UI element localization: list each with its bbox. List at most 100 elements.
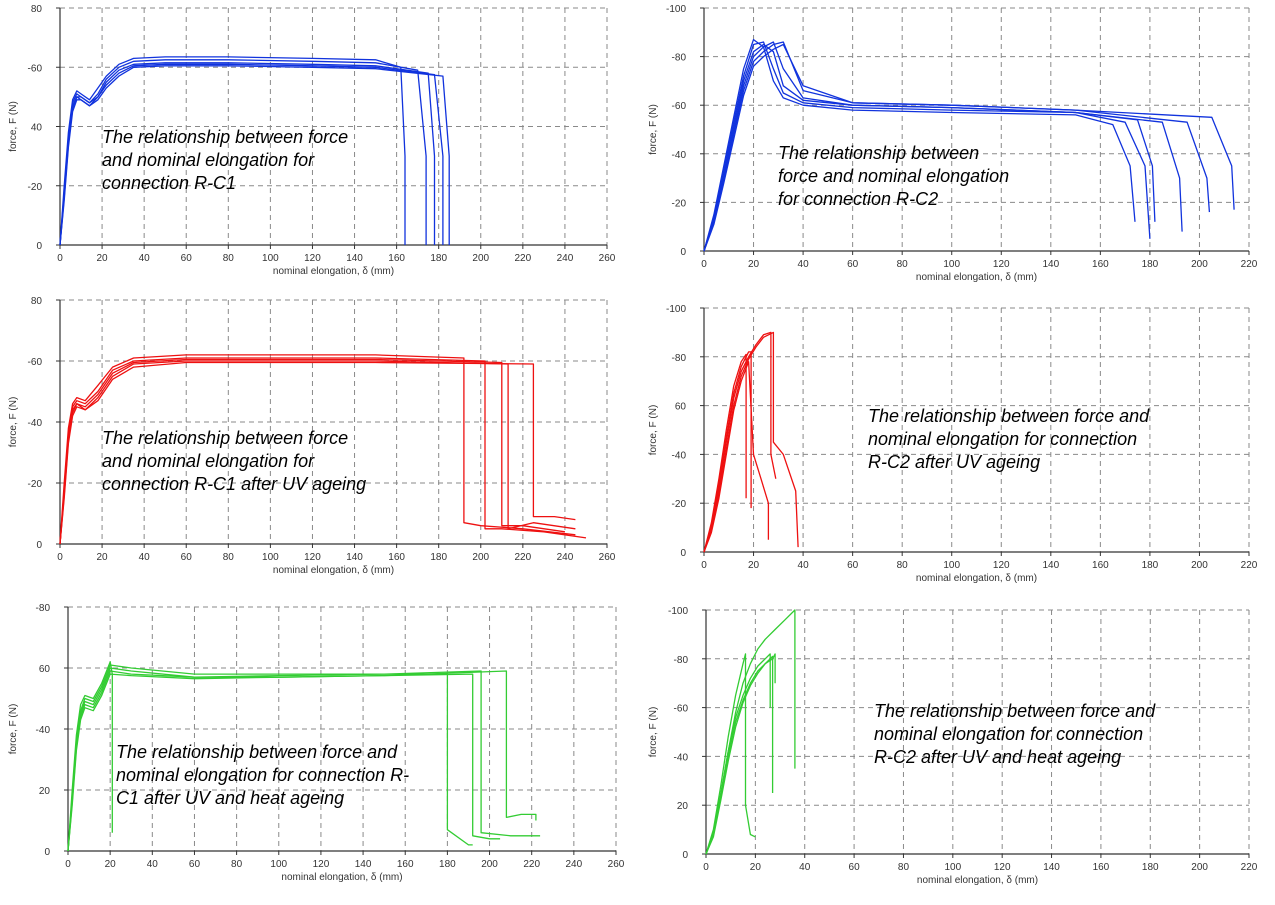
y-tick-label: 20 [677, 801, 689, 812]
x-tick-label: 120 [993, 259, 1010, 270]
y-axis-label: force, F (N) [648, 405, 659, 456]
series-line [705, 653, 776, 855]
x-tick-label: 160 [1093, 862, 1110, 873]
x-tick-label: 100 [944, 862, 961, 873]
x-tick-label: 140 [346, 253, 363, 264]
y-tick-label: -60 [28, 357, 43, 368]
x-axis-label: nominal elongation, δ (mm) [273, 266, 394, 277]
x-tick-label: 100 [943, 259, 960, 270]
x-tick-label: 260 [608, 859, 625, 870]
y-tick-label: -20 [672, 198, 687, 209]
x-tick-label: 200 [472, 253, 489, 264]
series-line [703, 43, 1235, 252]
x-tick-label: 240 [557, 253, 574, 264]
chart-panel-rc2-uv: 0 20 40 60 80 100 120 140 160 180 200 220 0 -20 -40 60 -… [640, 298, 1270, 598]
y-tick-label: -80 [36, 603, 51, 614]
chart-svg: 0 20 40 60 80 100 120 140 160 180 200 220 240 260 0 20 -… [8, 603, 625, 883]
chart-caption: The relationship between force and nomin… [778, 143, 1010, 209]
y-tick-label: 20 [39, 786, 51, 797]
x-tick-label: 140 [346, 552, 363, 563]
x-axis-label: nominal elongation, δ (mm) [273, 565, 394, 576]
y-axis-label: force, F (N) [8, 101, 19, 152]
y-tick-label: -40 [672, 450, 687, 461]
y-tick-label: -40 [672, 150, 687, 161]
chart-caption: The relationship between force and nomin… [102, 428, 367, 494]
y-tick-label: -40 [28, 418, 43, 429]
x-tick-label: 60 [847, 259, 859, 270]
x-tick-label: 100 [262, 253, 279, 264]
x-tick-label: 20 [748, 259, 760, 270]
x-tick-label: 260 [599, 552, 616, 563]
y-tick-label: -20 [28, 182, 43, 193]
chart-caption: The relationship between force and nomin… [874, 701, 1156, 767]
x-tick-label: 180 [430, 253, 447, 264]
y-tick-label: -60 [28, 63, 43, 74]
x-tick-label: 200 [481, 859, 498, 870]
x-tick-label: 80 [223, 552, 235, 563]
x-tick-label: 200 [472, 552, 489, 563]
x-tick-label: 160 [388, 552, 405, 563]
y-tick-label: 40 [31, 123, 43, 134]
chart-panel-rc1-uv: 0 20 40 60 80 100 120 140 160 180 200 220 240 260 0 -20… [0, 292, 620, 592]
x-tick-label: 220 [1241, 259, 1258, 270]
y-tick-label: 0 [36, 540, 42, 551]
y-tick-label: -100 [666, 304, 686, 315]
x-tick-label: 180 [1142, 862, 1159, 873]
y-tick-label: -60 [674, 704, 689, 715]
y-tick-label: 0 [680, 548, 686, 559]
y-tick-label: 0 [682, 850, 688, 861]
y-tick-label: 0 [44, 847, 50, 858]
x-tick-label: 160 [397, 859, 414, 870]
x-tick-label: 40 [798, 259, 810, 270]
x-tick-label: 40 [139, 552, 151, 563]
x-tick-label: 220 [1241, 862, 1258, 873]
x-tick-label: 100 [262, 552, 279, 563]
x-tick-label: 40 [139, 253, 151, 264]
x-axis-label: nominal elongation, δ (mm) [916, 573, 1037, 584]
y-tick-label: -80 [674, 655, 689, 666]
x-tick-label: 180 [430, 552, 447, 563]
series-line [703, 331, 799, 553]
y-tick-label: -20 [672, 499, 687, 510]
x-tick-label: 0 [701, 560, 707, 571]
x-tick-label: 120 [993, 560, 1010, 571]
x-tick-label: 80 [897, 560, 909, 571]
x-tick-label: 240 [566, 859, 583, 870]
chart-panel-rc1-uv-heat: 0 20 40 60 80 100 120 140 160 180 200 220 240 260 0 20 -… [0, 597, 630, 900]
x-tick-label: 100 [270, 859, 287, 870]
series-line [703, 331, 777, 553]
chart-svg: 0 20 40 60 80 100 120 140 160 180 200 220 240 260 0 -20… [8, 4, 616, 277]
x-tick-label: 220 [523, 859, 540, 870]
x-tick-label: 220 [515, 253, 532, 264]
x-axis-label: nominal elongation, δ (mm) [281, 872, 402, 883]
x-tick-label: 260 [599, 253, 616, 264]
series-line [705, 609, 796, 855]
x-tick-label: 140 [1042, 259, 1059, 270]
x-tick-label: 0 [701, 259, 707, 270]
x-tick-label: 120 [304, 552, 321, 563]
series-line [703, 41, 1151, 252]
x-tick-label: 20 [750, 862, 762, 873]
y-axis-label: force, F (N) [8, 704, 19, 755]
chart-svg: 0 20 40 60 80 100 120 140 160 180 200 220 0 -20 -40 60 -… [648, 304, 1258, 584]
x-tick-label: 240 [557, 552, 574, 563]
x-tick-label: 140 [1043, 862, 1060, 873]
x-tick-label: 80 [223, 253, 235, 264]
x-axis-label: nominal elongation, δ (mm) [916, 272, 1037, 283]
y-tick-label: 80 [31, 296, 43, 307]
x-tick-label: 20 [97, 552, 109, 563]
series-line [59, 65, 450, 246]
x-tick-label: 180 [1142, 560, 1159, 571]
x-tick-label: 0 [703, 862, 709, 873]
x-tick-label: 220 [515, 552, 532, 563]
chart-svg: 0 20 40 60 80 100 120 140 160 180 200 220 0 20 -40 -60 -… [648, 606, 1258, 886]
x-tick-label: 60 [847, 560, 859, 571]
y-tick-label: -100 [666, 4, 686, 15]
x-tick-label: 40 [798, 560, 810, 571]
series-line [703, 361, 770, 553]
chart-svg: 0 20 40 60 80 100 120 140 160 180 200 220 0 -20 -40 -60… [648, 4, 1258, 283]
x-tick-label: 0 [65, 859, 71, 870]
x-tick-label: 40 [799, 862, 811, 873]
x-tick-label: 200 [1191, 560, 1208, 571]
x-tick-label: 180 [439, 859, 456, 870]
